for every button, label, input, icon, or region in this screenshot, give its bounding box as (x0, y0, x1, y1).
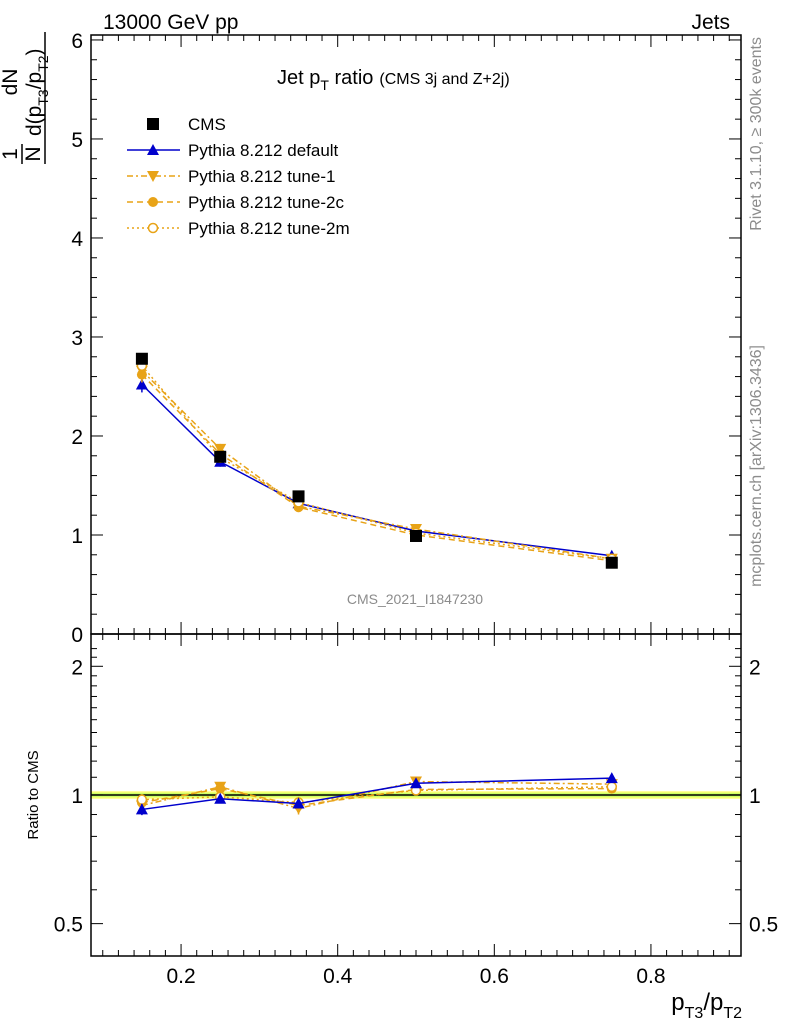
chart-title: Jet pT ratio (CMS 3j and Z+2j) (277, 67, 510, 93)
legend-item-tune2m: Pythia 8.212 tune-2m (127, 219, 350, 238)
legend-item-tune2c: Pythia 8.212 tune-2c (127, 193, 344, 212)
ratio-series-default (135, 772, 618, 816)
ratio-series (135, 772, 618, 816)
ratio-ytick-label-left: 2 (71, 656, 83, 679)
ratio-point-tune2m (136, 794, 148, 805)
xtick-label: 0.2 (166, 965, 195, 988)
ylabel-denominator: d(pT3/pT2) (23, 48, 51, 136)
ylabel-one: 1 (0, 148, 22, 160)
legend-label: Pythia 8.212 tune-2c (188, 193, 344, 212)
energy-label: 13000 GeV pp (103, 11, 238, 34)
main-point-tune2c (136, 369, 147, 380)
legend-marker (147, 144, 159, 155)
main-ytick-label: 3 (71, 327, 83, 350)
mcplots-label: mcplots.cern.ch [arXiv:1306.3436] (748, 345, 765, 587)
ratio-y-axis-label: Ratio to CMS (25, 750, 42, 839)
ratio-point-default (292, 797, 305, 809)
legend-marker (147, 118, 159, 130)
ratio-ytick-label-right: 1 (749, 785, 761, 808)
main-line-tune2m (141, 365, 612, 560)
main-series (135, 352, 618, 569)
legend-label: CMS (188, 115, 226, 134)
ratio-point-default (214, 792, 227, 804)
main-y-axis-label: 1 N dN d(pT3/pT2) (0, 32, 51, 164)
ratio-y-tick-labels: 0.5 0.5 1 1 2 2 (54, 656, 778, 936)
rivet-version-label: Rivet 3.1.10, ≥ 300k events (748, 37, 765, 231)
xtick-label: 0.8 (636, 965, 665, 988)
main-line-default (141, 383, 612, 557)
legend-label: Pythia 8.212 default (188, 141, 339, 160)
legend-label: Pythia 8.212 tune-1 (188, 167, 335, 186)
main-series-data (135, 352, 618, 569)
legend-marker (147, 171, 159, 182)
ratio-point-default (605, 772, 618, 784)
analysis-watermark: CMS_2021_I1847230 (347, 591, 483, 607)
main-point-data (214, 450, 227, 463)
xtick-label: 0.6 (480, 965, 509, 988)
ratio-ytick-label-right: 0.5 (749, 914, 778, 937)
legend-item-tune1: Pythia 8.212 tune-1 (127, 167, 335, 186)
legend-label: Pythia 8.212 tune-2m (188, 219, 350, 238)
main-ytick-label: 4 (71, 228, 83, 251)
ratio-point-default (410, 777, 422, 789)
legend: CMS Pythia 8.212 default Pythia 8.212 tune… (127, 115, 350, 238)
ratio-ytick-label-right: 2 (749, 656, 761, 679)
main-series-tune2c (136, 366, 617, 566)
main-point-data (605, 556, 618, 569)
process-label: Jets (691, 11, 730, 34)
main-point-data (292, 490, 305, 503)
main-axis-ticks (91, 35, 741, 635)
main-ytick-label: 6 (71, 30, 83, 53)
ratio-panel: 0.5 0.5 1 1 2 2 0.2 0.4 0.6 0.8 Ratio to CMS pT3… (25, 633, 778, 1022)
main-line-tune1 (141, 370, 612, 560)
main-line-tune2c (141, 374, 612, 562)
main-point-data (135, 352, 148, 365)
x-tick-labels: 0.2 0.4 0.6 0.8 (166, 965, 665, 988)
ratio-point-tune2m (606, 781, 618, 793)
main-series-default (135, 376, 618, 561)
legend-item-default: Pythia 8.212 default (127, 141, 339, 160)
main-point-data (410, 529, 422, 542)
x-axis-label: pT3/pT2 (671, 989, 742, 1022)
ratio-ytick-label-left: 0.5 (54, 914, 83, 937)
ratio-point-tune2c (215, 783, 226, 794)
ylabel-dn: dN (0, 69, 22, 96)
main-series-tune1 (135, 362, 618, 565)
main-ytick-label: 1 (71, 525, 83, 548)
legend-marker (148, 197, 158, 207)
main-series-tune2m (136, 357, 618, 565)
ratio-ytick-label-left: 1 (71, 785, 83, 808)
ratio-axis-ticks (91, 634, 741, 956)
xtick-label: 0.4 (323, 965, 353, 988)
main-ytick-label: 0 (71, 624, 83, 647)
main-ytick-label: 2 (71, 426, 83, 449)
main-panel: 0 1 2 3 4 5 6 CMS_2021_I1847230 Jet pT ratio (C… (0, 30, 742, 647)
legend-marker (147, 222, 159, 234)
main-y-tick-labels: 0 1 2 3 4 5 6 (71, 30, 83, 647)
legend-item-data: CMS (147, 115, 226, 134)
ratio-point-default (135, 803, 148, 815)
main-ytick-label: 5 (71, 129, 83, 152)
ylabel-n: N (22, 146, 45, 161)
main-point-default (135, 378, 148, 390)
